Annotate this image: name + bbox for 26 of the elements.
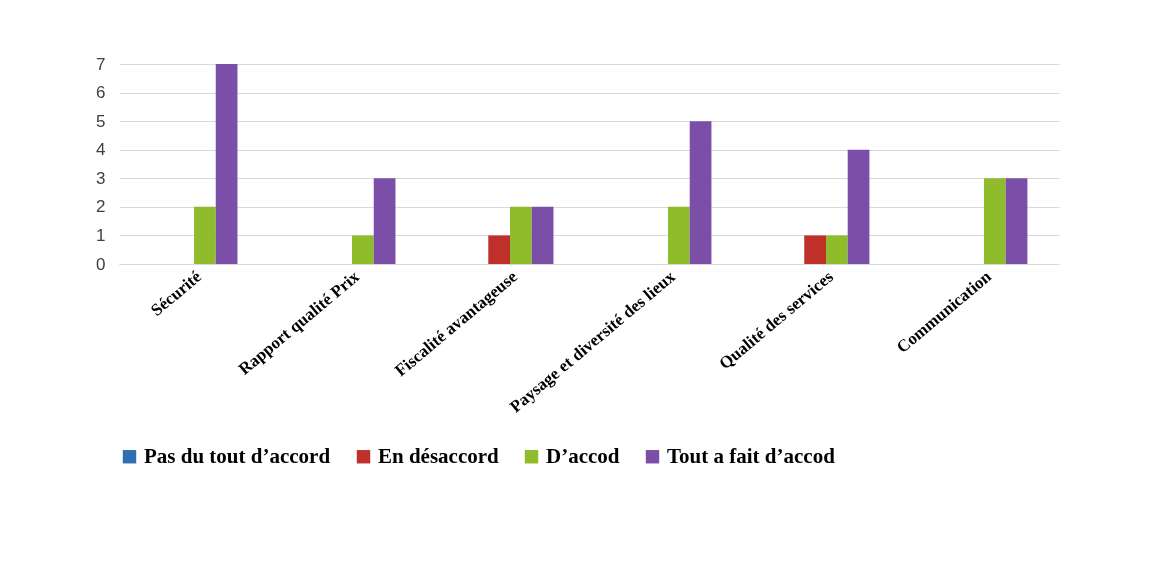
y-tick-label: 3 xyxy=(96,168,106,188)
bar xyxy=(983,178,1006,264)
bar xyxy=(1005,178,1028,264)
y-tick-label: 7 xyxy=(96,54,106,74)
y-tick-label: 1 xyxy=(96,225,106,245)
y-tick-label: 4 xyxy=(96,140,106,160)
bar xyxy=(531,206,554,264)
bar xyxy=(373,178,396,264)
bar xyxy=(488,235,511,264)
legend-label: D’accod xyxy=(546,443,620,468)
bar xyxy=(510,206,532,264)
bar xyxy=(194,206,216,264)
y-tick-label: 6 xyxy=(96,83,106,103)
bar xyxy=(689,121,712,264)
bar xyxy=(804,235,826,264)
bar xyxy=(352,235,374,264)
y-tick-label: 5 xyxy=(96,111,106,131)
bar xyxy=(847,149,870,264)
y-tick-label: 2 xyxy=(96,197,106,217)
bar xyxy=(667,206,690,264)
legend-label: Tout a fait d’accod xyxy=(667,443,836,468)
legend-label: En désaccord xyxy=(378,443,500,468)
legend-label: Pas du tout d’accord xyxy=(144,443,331,468)
bar xyxy=(215,64,238,264)
bar xyxy=(825,235,848,264)
y-tick-label: 0 xyxy=(96,254,106,274)
